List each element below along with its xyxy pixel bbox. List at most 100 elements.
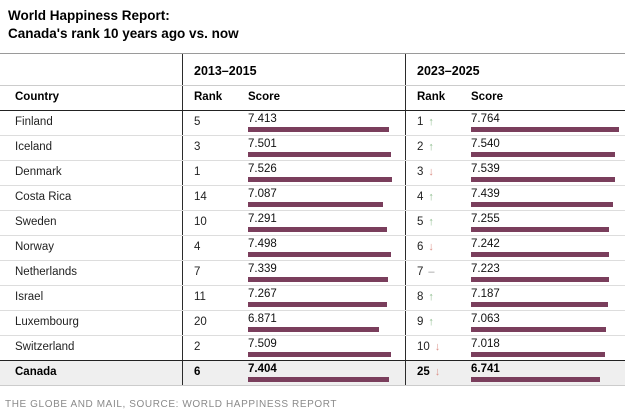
period-1-header: 2013–2015 [182, 53, 405, 85]
table-row: Norway 4 7.498 6 ↓ 7.242 [0, 235, 625, 261]
score-2013-cell: 6.871 [237, 311, 405, 335]
source-credit: THE GLOBE AND MAIL, SOURCE: WORLD HAPPIN… [5, 398, 338, 410]
score-2023-bar [471, 176, 615, 182]
rank-2013-value: 5 [194, 115, 201, 128]
title-line-2: Canada's rank 10 years ago vs. now [8, 25, 239, 41]
score-2013-bar [248, 176, 392, 182]
rank-2013-value: 3 [194, 140, 201, 153]
score-2023-cell: 7.764 [460, 111, 625, 135]
rank-2023-cell: 25 ↓ [405, 360, 460, 385]
score-2013-bar [248, 126, 390, 132]
score-2013-bar [248, 201, 384, 207]
column-header-score-2023: Score [471, 90, 503, 103]
trend-up-icon: ↑ [428, 140, 434, 153]
rank-2023-value: 3 [417, 165, 424, 178]
rank-2023-value: 9 [417, 315, 424, 328]
score-2023-value: 6.741 [471, 362, 500, 375]
rank-2013-cell: 5 [182, 110, 237, 135]
rank-2013-cell: 6 [182, 360, 237, 385]
period-2-header: 2023–2025 [405, 53, 625, 85]
rank-2013-cell: 11 [182, 285, 237, 310]
table-row: Iceland 3 7.501 2 ↑ 7.540 [0, 135, 625, 161]
country-label: Switzerland [15, 340, 75, 353]
rank-2013-cell: 3 [182, 135, 237, 160]
country-label: Israel [15, 290, 44, 303]
rank-2023-cell: 7– [405, 260, 460, 285]
score-2023-cell: 7.018 [460, 336, 625, 360]
rank-2013-cell: 1 [182, 160, 237, 185]
rank-2013-value: 11 [194, 290, 206, 303]
score-2013-value: 7.267 [248, 287, 277, 300]
happiness-report-graphic: World Happiness Report: Canada's rank 10… [0, 7, 625, 410]
score-2023-value: 7.223 [471, 262, 500, 275]
score-2023-value: 7.764 [471, 112, 500, 125]
rank-2013-cell: 14 [182, 185, 237, 210]
column-header-country: Country [15, 90, 60, 103]
rank-2013-value: 14 [194, 190, 207, 203]
score-2023-bar [471, 276, 609, 282]
rank-2023-cell: 6 ↓ [405, 235, 460, 260]
score-2013-value: 7.526 [248, 162, 277, 175]
score-2013-cell: 7.498 [237, 236, 405, 260]
score-2023-bar [471, 376, 600, 382]
rank-2023-value: 10 [417, 340, 430, 353]
rank-2013-cell: 20 [182, 310, 237, 335]
rank-2013-value: 20 [194, 315, 207, 328]
rank-2023-cell: 10 ↓ [405, 335, 460, 360]
trend-up-icon: ↑ [428, 190, 434, 203]
rank-2023-cell: 9 ↑ [405, 310, 460, 335]
score-2013-value: 7.509 [248, 337, 277, 350]
country-label: Norway [15, 240, 54, 253]
rank-2013-cell: 10 [182, 210, 237, 235]
rank-2013-cell: 2 [182, 335, 237, 360]
score-2023-bar [471, 226, 610, 232]
table-row: Switzerland 2 7.509 10 ↓ 7.018 [0, 335, 625, 361]
column-header-row: Country Rank Score Rank Score [0, 84, 625, 111]
title-line-1: World Happiness Report: [8, 8, 170, 23]
column-header-rank-2013: Rank [182, 85, 237, 110]
score-2013-cell: 7.526 [237, 161, 405, 185]
score-2023-bar [471, 301, 608, 307]
score-2013-value: 7.291 [248, 212, 277, 225]
score-2023-bar [471, 251, 609, 257]
score-2013-bar [248, 326, 379, 332]
score-2023-value: 7.255 [471, 212, 500, 225]
table-row: Sweden 10 7.291 5 ↑ 7.255 [0, 210, 625, 236]
score-2013-bar [248, 151, 391, 157]
score-2013-cell: 7.404 [237, 361, 405, 385]
score-2013-value: 7.498 [248, 237, 277, 250]
rank-2023-cell: 2 ↑ [405, 135, 460, 160]
score-2023-bar [471, 126, 619, 132]
score-2023-bar [471, 151, 615, 157]
score-2023-value: 7.540 [471, 137, 500, 150]
period-header-row: 2013–2015 2023–2025 [0, 53, 625, 85]
rank-2013-value: 4 [194, 240, 201, 253]
rank-2013-value: 10 [194, 215, 207, 228]
rank-2023-value: 4 [417, 190, 424, 203]
rank-2013-value: 1 [194, 165, 201, 178]
table-row: Finland 5 7.413 1 ↑ 7.764 [0, 110, 625, 136]
country-label: Finland [15, 115, 53, 128]
score-2023-value: 7.018 [471, 337, 500, 350]
trend-up-icon: ↑ [428, 315, 434, 328]
happiness-table: 2013–2015 2023–2025 Country Rank Score R… [0, 52, 625, 386]
rank-2023-value: 7 [417, 265, 424, 278]
column-header-rank-2023: Rank [405, 85, 460, 110]
trend-up-icon: ↑ [428, 215, 434, 228]
column-header-score-2013: Score [248, 90, 280, 103]
score-2013-cell: 7.267 [237, 286, 405, 310]
score-2023-value: 7.063 [471, 312, 500, 325]
score-2013-value: 7.413 [248, 112, 277, 125]
rank-2023-cell: 4 ↑ [405, 185, 460, 210]
score-2023-bar [471, 201, 613, 207]
score-2013-bar [248, 301, 387, 307]
trend-down-icon: ↓ [428, 165, 434, 178]
table-row: Denmark 1 7.526 3 ↓ 7.539 [0, 160, 625, 186]
period-header-spacer [0, 54, 182, 85]
table-row: Israel 11 7.267 8 ↑ 7.187 [0, 285, 625, 311]
score-2013-value: 7.501 [248, 137, 277, 150]
country-label: Denmark [15, 165, 62, 178]
score-2023-value: 7.242 [471, 237, 500, 250]
score-2023-cell: 7.255 [460, 211, 625, 235]
score-2023-cell: 7.242 [460, 236, 625, 260]
